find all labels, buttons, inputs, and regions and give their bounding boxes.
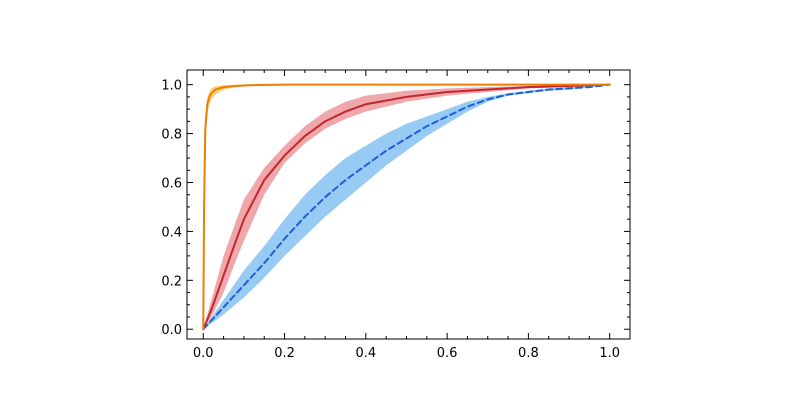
plot-frame [186,69,631,340]
x-tick-label: 0.0 [193,346,214,361]
x-tick-label: 0.4 [355,346,376,361]
series-2-band [203,84,610,330]
x-tick-label: 1.0 [599,346,620,361]
series-2-line [202,83,611,331]
tick-labels: 0.0 0.2 0.4 0.6 0.8 1.0 0.0 0.2 0.4 0.6 0.8 1.0 [161,79,620,361]
confidence-bands [203,84,610,330]
series-1-band [203,84,610,330]
series-lines [202,83,611,331]
y-tick-label: 0.8 [161,128,182,143]
series-0-line [202,83,611,331]
x-tick-label: 0.2 [274,346,295,361]
y-tick-label: 1.0 [161,79,182,94]
series-0-band [203,84,610,330]
y-tick-label: 0.2 [161,274,182,289]
series-1-line [202,83,611,331]
y-tick-label: 0.4 [161,225,182,240]
y-tick-label: 0.0 [161,323,182,338]
x-tick-label: 0.8 [518,346,539,361]
x-tick-label: 0.6 [437,346,458,361]
y-tick-label: 0.6 [161,176,182,191]
